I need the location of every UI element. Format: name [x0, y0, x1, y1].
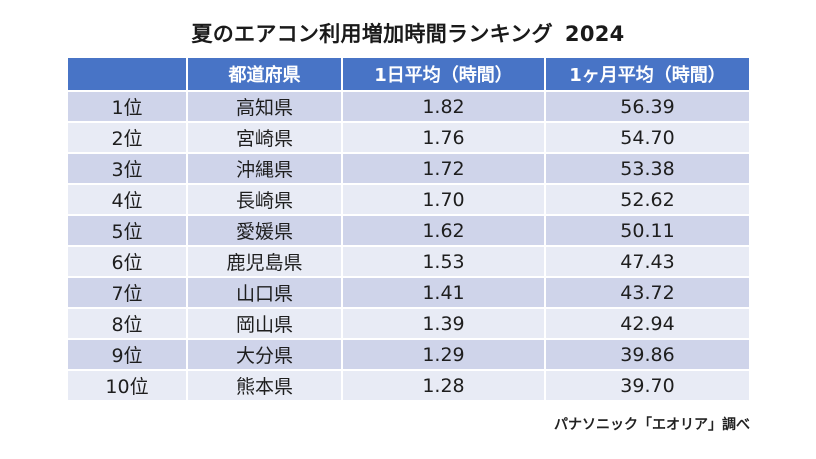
rank-cell: 8位 [68, 308, 188, 340]
source-note: パナソニック「エオリア」調べ [554, 417, 750, 433]
header-prefecture: 都道府県 [187, 58, 343, 92]
prefecture-cell: 大分県 [187, 339, 343, 371]
daily-avg-cell: 1.28 [342, 370, 546, 402]
rank-cell: 5位 [68, 215, 188, 247]
monthly-avg-cell: 39.86 [545, 339, 749, 371]
monthly-avg-cell: 53.38 [545, 153, 749, 185]
rank-cell: 2位 [68, 122, 188, 154]
monthly-avg-cell: 56.39 [545, 91, 749, 123]
rank-cell: 1位 [68, 91, 188, 123]
table-header-row: 都道府県 1日平均（時間） 1ヶ月平均（時間） [68, 58, 749, 92]
header-daily-avg: 1日平均（時間） [342, 58, 546, 92]
daily-avg-cell: 1.72 [342, 153, 546, 185]
table-row: 5位 愛媛県 1.62 50.11 [68, 215, 749, 247]
prefecture-cell: 山口県 [187, 277, 343, 309]
chart-title-year: 2024 [564, 22, 625, 46]
monthly-avg-cell: 47.43 [545, 246, 749, 278]
table-row: 6位 鹿児島県 1.53 47.43 [68, 246, 749, 278]
rank-cell: 7位 [68, 277, 188, 309]
prefecture-cell: 愛媛県 [187, 215, 343, 247]
table-row: 1位 高知県 1.82 56.39 [68, 91, 749, 123]
prefecture-cell: 宮崎県 [187, 122, 343, 154]
daily-avg-cell: 1.82 [342, 91, 546, 123]
monthly-avg-cell: 39.70 [545, 370, 749, 402]
table-row: 4位 長崎県 1.70 52.62 [68, 184, 749, 216]
rank-cell: 10位 [68, 370, 188, 402]
rank-cell: 6位 [68, 246, 188, 278]
daily-avg-cell: 1.76 [342, 122, 546, 154]
daily-avg-cell: 1.39 [342, 308, 546, 340]
chart-title: 夏のエアコン利用増加時間ランキング 2024 [0, 14, 816, 54]
daily-avg-cell: 1.62 [342, 215, 546, 247]
chart-title-text: 夏のエアコン利用増加時間ランキング [191, 22, 553, 46]
prefecture-cell: 高知県 [187, 91, 343, 123]
table-row: 2位 宮崎県 1.76 54.70 [68, 122, 749, 154]
table-row: 8位 岡山県 1.39 42.94 [68, 308, 749, 340]
prefecture-cell: 沖縄県 [187, 153, 343, 185]
prefecture-cell: 熊本県 [187, 370, 343, 402]
table-row: 7位 山口県 1.41 43.72 [68, 277, 749, 309]
rank-cell: 4位 [68, 184, 188, 216]
daily-avg-cell: 1.70 [342, 184, 546, 216]
table-row: 9位 大分県 1.29 39.86 [68, 339, 749, 371]
table-row: 3位 沖縄県 1.72 53.38 [68, 153, 749, 185]
rank-cell: 9位 [68, 339, 188, 371]
daily-avg-cell: 1.29 [342, 339, 546, 371]
table-row: 10位 熊本県 1.28 39.70 [68, 370, 749, 402]
header-rank [68, 58, 188, 92]
monthly-avg-cell: 43.72 [545, 277, 749, 309]
daily-avg-cell: 1.41 [342, 277, 546, 309]
ranking-table: 都道府県 1日平均（時間） 1ヶ月平均（時間） 1位 高知県 1.82 56.39 2位… [68, 58, 749, 402]
table-body: 1位 高知県 1.82 56.39 2位 宮崎県 1.76 54.70 3位 沖縄県 1.72 53.… [68, 91, 749, 402]
prefecture-cell: 鹿児島県 [187, 246, 343, 278]
monthly-avg-cell: 42.94 [545, 308, 749, 340]
daily-avg-cell: 1.53 [342, 246, 546, 278]
monthly-avg-cell: 54.70 [545, 122, 749, 154]
prefecture-cell: 岡山県 [187, 308, 343, 340]
rank-cell: 3位 [68, 153, 188, 185]
monthly-avg-cell: 52.62 [545, 184, 749, 216]
monthly-avg-cell: 50.11 [545, 215, 749, 247]
header-monthly-avg: 1ヶ月平均（時間） [545, 58, 749, 92]
prefecture-cell: 長崎県 [187, 184, 343, 216]
